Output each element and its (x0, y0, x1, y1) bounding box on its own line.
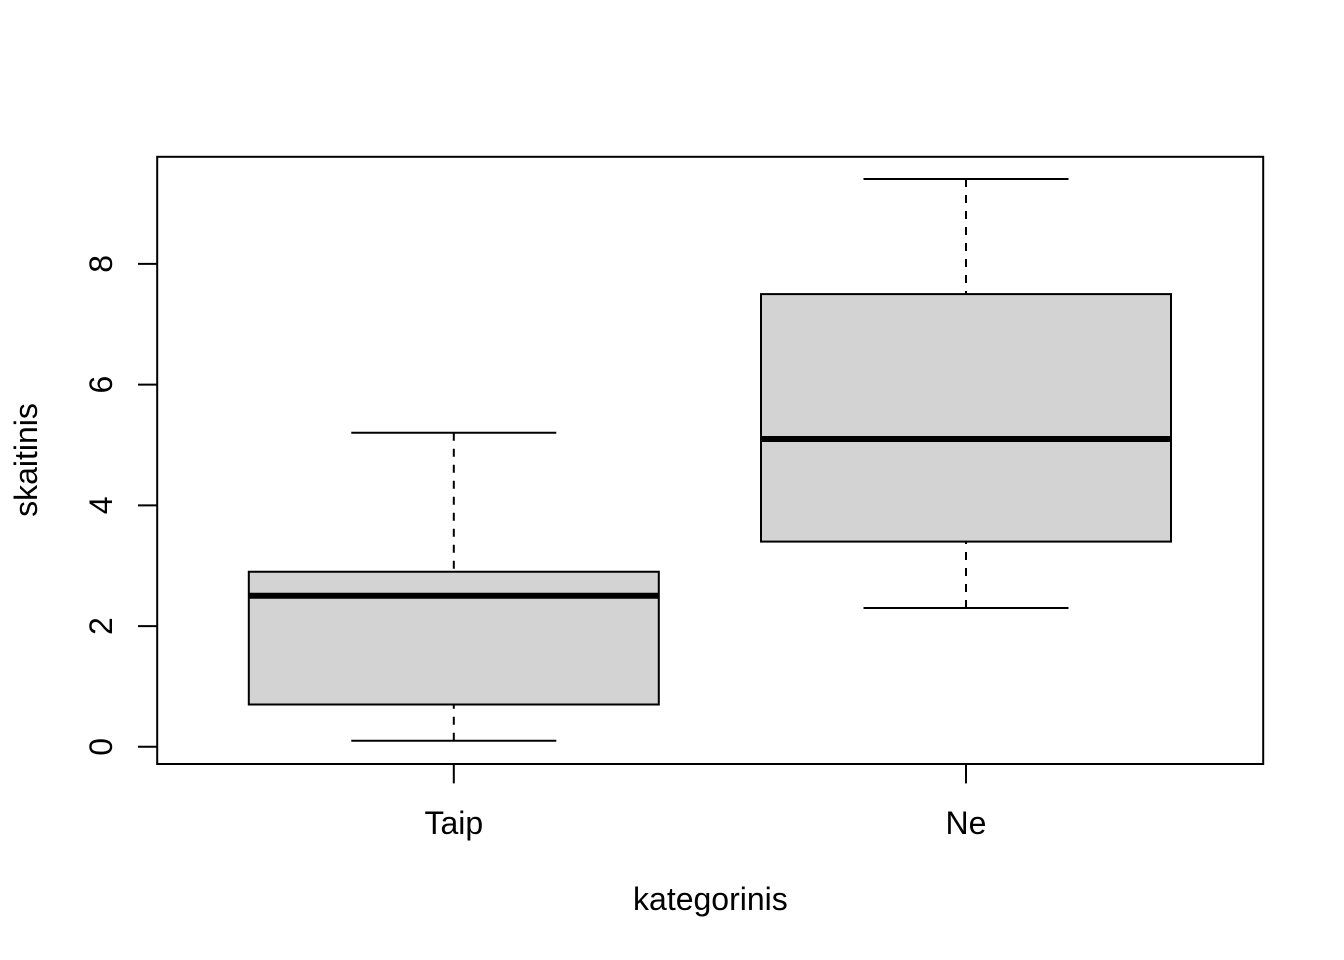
svg-text:4: 4 (83, 497, 119, 515)
svg-text:8: 8 (83, 255, 119, 273)
svg-text:2: 2 (83, 617, 119, 635)
svg-text:Ne: Ne (946, 805, 987, 841)
svg-text:skaitinis: skaitinis (8, 403, 44, 517)
svg-text:0: 0 (83, 738, 119, 756)
svg-text:kategorinis: kategorinis (633, 881, 788, 917)
svg-text:6: 6 (83, 376, 119, 394)
svg-text:Taip: Taip (424, 805, 483, 841)
